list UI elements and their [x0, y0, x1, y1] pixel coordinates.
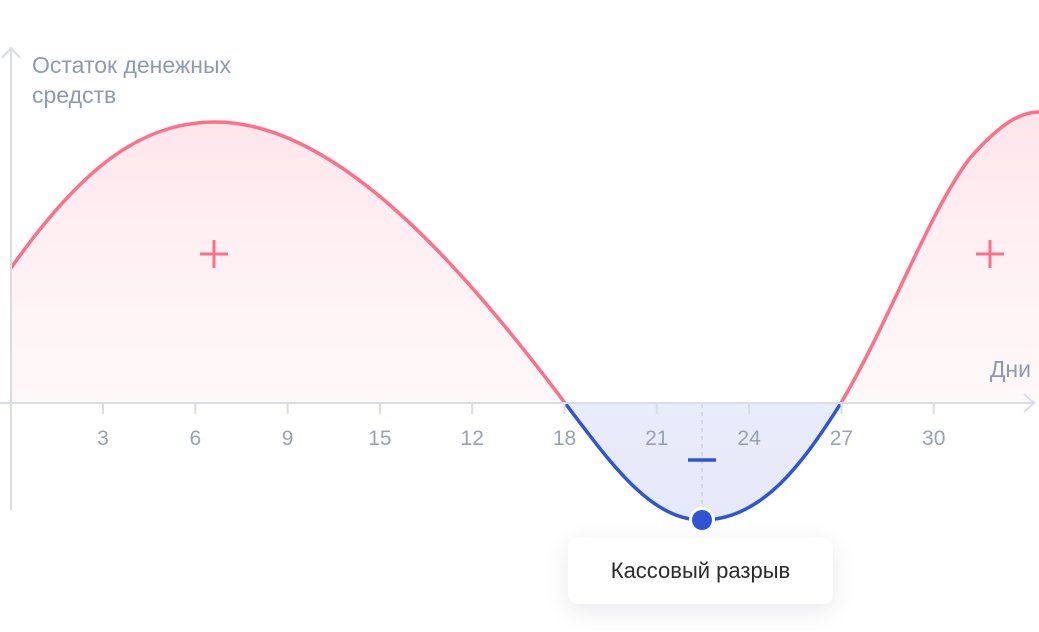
positive-area	[11, 112, 1039, 403]
x-tick-label: 18	[553, 427, 576, 450]
negative-area	[11, 403, 1039, 520]
x-tick-label: 9	[282, 427, 294, 450]
plus-icon	[200, 240, 228, 268]
cash-gap-callout: Кассовый разрыв	[568, 538, 833, 604]
callout-text: Кассовый разрыв	[610, 558, 791, 583]
positive-balance-line	[9, 110, 1039, 403]
x-tick-label: 21	[645, 427, 668, 450]
x-tick-label: 3	[97, 427, 109, 450]
x-axis-arrow	[1023, 393, 1036, 413]
x-axis-label: Дни	[989, 356, 1031, 382]
x-tick-label: 15	[368, 427, 391, 450]
plus-icon	[976, 240, 1004, 268]
y-axis-label: Остаток денежных средств	[32, 52, 232, 108]
minimum-point-dot	[692, 510, 712, 530]
x-tick-label: 6	[189, 427, 201, 450]
negative-balance-line	[562, 403, 844, 522]
x-tick-label: 12	[461, 427, 484, 450]
x-tick-label: 24	[737, 427, 761, 450]
x-tick-label: 27	[830, 427, 853, 450]
y-axis-arrow	[1, 46, 21, 59]
x-tick-label: 30	[922, 427, 945, 450]
